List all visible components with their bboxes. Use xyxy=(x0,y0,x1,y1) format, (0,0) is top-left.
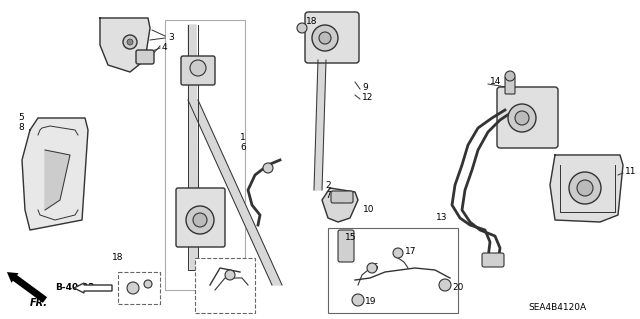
Text: 3: 3 xyxy=(168,33,173,41)
FancyBboxPatch shape xyxy=(136,50,154,64)
FancyBboxPatch shape xyxy=(505,77,515,94)
Circle shape xyxy=(297,23,307,33)
Polygon shape xyxy=(322,188,358,222)
Polygon shape xyxy=(100,18,150,72)
Text: SEA4B4120A: SEA4B4120A xyxy=(528,303,586,313)
Circle shape xyxy=(123,35,137,49)
Circle shape xyxy=(144,280,152,288)
Text: 14: 14 xyxy=(490,78,501,86)
FancyBboxPatch shape xyxy=(176,188,225,247)
Text: 1: 1 xyxy=(240,133,246,143)
Circle shape xyxy=(127,39,133,45)
FancyBboxPatch shape xyxy=(482,253,504,267)
Text: 15: 15 xyxy=(345,234,356,242)
FancyBboxPatch shape xyxy=(497,87,558,148)
Polygon shape xyxy=(314,60,326,190)
Text: 16: 16 xyxy=(368,263,380,272)
Circle shape xyxy=(505,71,515,81)
Bar xyxy=(118,272,160,304)
Circle shape xyxy=(186,206,214,234)
Bar xyxy=(165,20,245,290)
Text: 6: 6 xyxy=(240,144,246,152)
Circle shape xyxy=(393,248,403,258)
Text: 19: 19 xyxy=(365,298,376,307)
Circle shape xyxy=(569,172,601,204)
FancyArrow shape xyxy=(7,272,47,303)
Polygon shape xyxy=(22,118,88,230)
Text: 10: 10 xyxy=(363,205,374,214)
Text: 5: 5 xyxy=(18,114,24,122)
Text: 7: 7 xyxy=(325,190,331,199)
Bar xyxy=(328,228,458,313)
Text: 18: 18 xyxy=(306,18,317,26)
Text: 2: 2 xyxy=(325,181,331,189)
Circle shape xyxy=(515,111,529,125)
Text: 20: 20 xyxy=(452,283,463,292)
Polygon shape xyxy=(550,155,623,222)
Circle shape xyxy=(367,263,377,273)
FancyBboxPatch shape xyxy=(338,230,354,262)
Circle shape xyxy=(190,60,206,76)
FancyArrow shape xyxy=(74,283,112,293)
Circle shape xyxy=(127,282,139,294)
Polygon shape xyxy=(45,150,70,210)
Circle shape xyxy=(508,104,536,132)
Circle shape xyxy=(439,279,451,291)
Circle shape xyxy=(225,270,235,280)
FancyBboxPatch shape xyxy=(181,56,215,85)
Text: B-40-22: B-40-22 xyxy=(55,283,94,292)
Bar xyxy=(195,258,255,313)
Circle shape xyxy=(352,294,364,306)
FancyBboxPatch shape xyxy=(305,12,359,63)
Circle shape xyxy=(577,180,593,196)
Circle shape xyxy=(263,163,273,173)
Text: 9: 9 xyxy=(362,84,368,93)
Circle shape xyxy=(312,25,338,51)
Polygon shape xyxy=(188,100,282,285)
FancyBboxPatch shape xyxy=(331,191,353,203)
Text: FR.: FR. xyxy=(30,298,48,308)
Text: 11: 11 xyxy=(625,167,637,176)
Polygon shape xyxy=(188,25,198,270)
Text: 4: 4 xyxy=(162,42,168,51)
Circle shape xyxy=(319,32,331,44)
Text: 8: 8 xyxy=(18,123,24,132)
Circle shape xyxy=(193,213,207,227)
Text: 17: 17 xyxy=(405,248,417,256)
Text: 12: 12 xyxy=(362,93,373,102)
Text: 18: 18 xyxy=(112,254,124,263)
Text: 13: 13 xyxy=(436,213,447,222)
